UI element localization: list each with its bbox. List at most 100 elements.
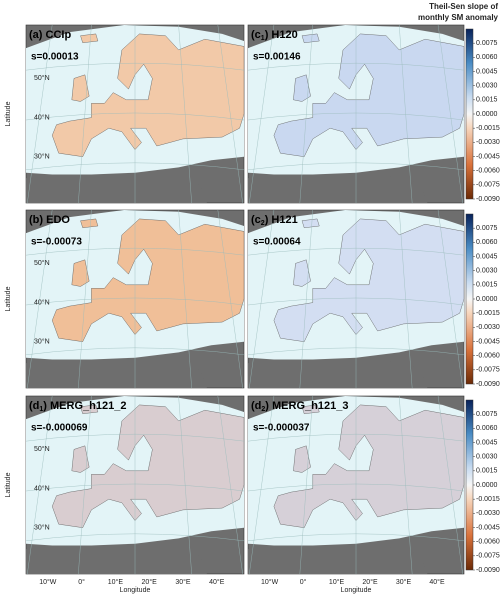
panel-label-sub: 2 bbox=[261, 406, 265, 413]
lon-tick-label: 30°E bbox=[175, 578, 191, 586]
graticule bbox=[27, 24, 53, 204]
graticule bbox=[78, 24, 92, 204]
graticule bbox=[399, 395, 413, 575]
map-panel: (a) CCIp s=0.00013 bbox=[25, 24, 245, 204]
graticule bbox=[437, 24, 463, 204]
colorbar bbox=[465, 28, 474, 200]
colorbar-tick-label: -0.0045 bbox=[476, 524, 500, 531]
slope-value: s=-0.000037 bbox=[253, 423, 310, 434]
panel-label-text: ) MERG_h121_3 bbox=[265, 400, 348, 412]
panel-label-text: ) H121 bbox=[265, 214, 298, 226]
panel-label: (c1) H120 bbox=[251, 29, 298, 42]
colorbar-tick-label: 0.0060 bbox=[476, 54, 498, 61]
graticule bbox=[249, 24, 275, 204]
land bbox=[293, 74, 311, 102]
colorbar-tick-label: -0.0060 bbox=[476, 168, 500, 175]
land bbox=[71, 445, 90, 473]
graticule bbox=[27, 395, 53, 575]
panel-label: (c2) H121 bbox=[251, 214, 298, 227]
africa bbox=[248, 359, 428, 388]
africa bbox=[26, 359, 207, 388]
africa bbox=[26, 545, 207, 574]
colorbar-tick-label: -0.0075 bbox=[476, 182, 500, 189]
lat-tick-label: 30°N bbox=[34, 338, 50, 346]
colorbar-tick-label: 0.0030 bbox=[476, 268, 498, 275]
colorbar-tick-label: 0.0000 bbox=[476, 482, 498, 489]
graticule bbox=[299, 24, 313, 204]
graticule bbox=[249, 209, 275, 389]
colorbar-tick-label: -0.0075 bbox=[476, 553, 500, 560]
land bbox=[51, 218, 245, 342]
lon-tick-label: 0° bbox=[300, 578, 307, 586]
graticule bbox=[299, 209, 313, 389]
land bbox=[293, 259, 311, 287]
colorbar-tick-label: -0.0030 bbox=[476, 510, 500, 517]
panel-label-text: (c bbox=[251, 29, 261, 41]
colorbar-tick-label: -0.0075 bbox=[476, 367, 500, 374]
colorbar-title: Theil-Sen slope of bbox=[429, 2, 498, 11]
colorbar-tick-label: -0.0090 bbox=[476, 196, 500, 203]
map-panel: (d2) MERG_h121_3 s=-0.000037 bbox=[247, 395, 465, 575]
graticule bbox=[27, 209, 53, 389]
lon-tick-label: 10°E bbox=[108, 578, 124, 586]
graticule bbox=[249, 395, 275, 575]
lon-tick-label: 10°W bbox=[39, 578, 57, 586]
slope-value: s=0.00064 bbox=[253, 237, 301, 248]
colorbar-tick-label: -0.0045 bbox=[476, 153, 500, 160]
lon-tick-label: 20°E bbox=[142, 578, 158, 586]
lon-tick-label: 30°E bbox=[396, 578, 412, 586]
colorbar-tick-label: 0.0015 bbox=[476, 468, 498, 475]
land bbox=[80, 218, 99, 229]
colorbar bbox=[465, 213, 474, 385]
land bbox=[51, 404, 245, 528]
colorbar-tick-label: 0.0030 bbox=[476, 83, 498, 90]
map-panel: (d1) MERG_h121_2 s=-0.000069 bbox=[25, 395, 245, 575]
panel-label-text: (d bbox=[251, 400, 261, 412]
panel-label-text: ) MERG_h121_2 bbox=[43, 400, 126, 412]
map-panel: (b) EDO s=-0.00073 bbox=[25, 209, 245, 389]
slope-value: s=-0.00073 bbox=[31, 237, 82, 248]
panel-label: (d1) MERG_h121_2 bbox=[29, 400, 126, 413]
panel-label-text: ) H120 bbox=[265, 29, 298, 41]
land bbox=[71, 259, 90, 287]
x-axis-label: Longitude bbox=[341, 587, 372, 594]
x-axis-label: Longitude bbox=[120, 587, 151, 594]
land bbox=[301, 33, 320, 44]
graticule bbox=[437, 209, 463, 389]
colorbar-tick-label: -0.0030 bbox=[476, 324, 500, 331]
land bbox=[273, 218, 465, 342]
land bbox=[293, 445, 311, 473]
colorbar-tick-label: 0.0015 bbox=[476, 282, 498, 289]
slope-value: s=-0.000069 bbox=[31, 423, 88, 434]
land bbox=[80, 33, 99, 44]
land bbox=[51, 33, 245, 157]
panel-label-text: (c bbox=[251, 214, 261, 226]
graticule bbox=[399, 209, 413, 389]
lat-tick-label: 40°N bbox=[34, 484, 50, 492]
slope-value: s=0.00013 bbox=[31, 52, 79, 63]
panel-label-sub: 1 bbox=[261, 35, 265, 42]
map-panel: (c1) H120 s=0.00146 bbox=[247, 24, 465, 204]
land bbox=[273, 404, 465, 528]
lon-tick-label: 0° bbox=[78, 578, 85, 586]
panel-label-text: (d bbox=[29, 400, 39, 412]
lon-tick-label: 40°E bbox=[209, 578, 225, 586]
colorbar-tick-label: 0.0030 bbox=[476, 454, 498, 461]
graticule bbox=[437, 395, 463, 575]
colorbar-tick-label: -0.0090 bbox=[476, 381, 500, 388]
graticule bbox=[178, 395, 192, 575]
colorbar-tick-label: 0.0075 bbox=[476, 225, 498, 232]
lat-tick-label: 30°N bbox=[34, 524, 50, 532]
graticule bbox=[217, 395, 243, 575]
graticule bbox=[299, 395, 313, 575]
colorbar-tick-label: 0.0015 bbox=[476, 97, 498, 104]
panel-label-sub: 2 bbox=[261, 220, 265, 227]
lon-tick-label: 10°E bbox=[329, 578, 345, 586]
colorbar-tick-label: 0.0060 bbox=[476, 425, 498, 432]
map-panel: (c2) H121 s=0.00064 bbox=[247, 209, 465, 389]
colorbar-tick-label: 0.0045 bbox=[476, 68, 498, 75]
graticule bbox=[399, 24, 413, 204]
panel-label: (d2) MERG_h121_3 bbox=[251, 400, 348, 413]
graticule bbox=[78, 209, 92, 389]
